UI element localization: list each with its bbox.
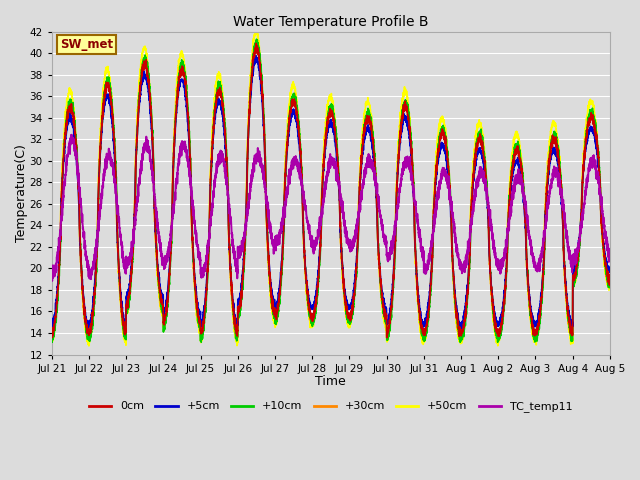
X-axis label: Time: Time: [316, 375, 346, 388]
Text: SW_met: SW_met: [60, 38, 113, 51]
Title: Water Temperature Profile B: Water Temperature Profile B: [233, 15, 429, 29]
Legend: 0cm, +5cm, +10cm, +30cm, +50cm, TC_temp11: 0cm, +5cm, +10cm, +30cm, +50cm, TC_temp1…: [84, 397, 577, 417]
Y-axis label: Temperature(C): Temperature(C): [15, 144, 28, 242]
